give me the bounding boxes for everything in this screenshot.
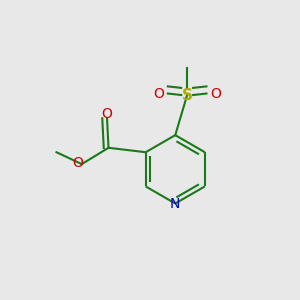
Text: N: N: [170, 196, 181, 211]
Text: O: O: [72, 156, 83, 170]
Text: O: O: [154, 86, 164, 100]
Text: O: O: [210, 86, 221, 100]
Text: S: S: [182, 88, 193, 103]
Text: O: O: [102, 106, 112, 121]
